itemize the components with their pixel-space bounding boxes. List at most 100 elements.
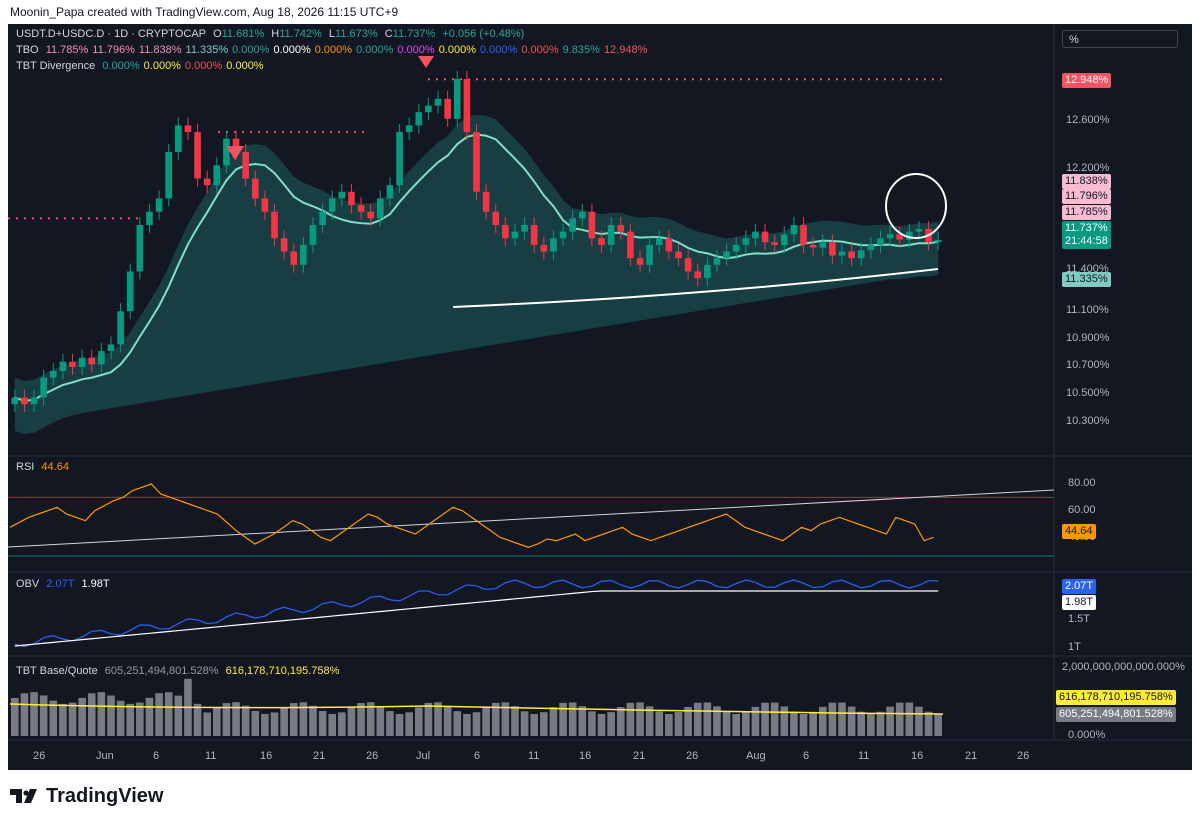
candle bbox=[780, 234, 788, 245]
price-tick: 12.600% bbox=[1066, 114, 1110, 126]
candle bbox=[107, 344, 115, 352]
tbt-base-bar bbox=[453, 711, 462, 736]
divergence-legend-name[interactable]: TBT Divergence bbox=[16, 60, 96, 72]
candle bbox=[598, 238, 605, 245]
tbt-base-bar bbox=[376, 705, 385, 736]
candle bbox=[184, 125, 192, 133]
time-tick: 21 bbox=[313, 750, 326, 762]
tbt-base-bar bbox=[597, 713, 606, 736]
candle bbox=[453, 79, 461, 119]
tbt-base-bar bbox=[145, 697, 154, 736]
candle bbox=[280, 238, 288, 252]
candle bbox=[377, 198, 384, 219]
candle bbox=[338, 191, 346, 199]
tbt-base-bar bbox=[347, 707, 356, 736]
tbt-base-tick: 0.000% bbox=[1068, 729, 1106, 741]
tbt-base-bar bbox=[59, 703, 67, 736]
candle bbox=[829, 242, 836, 256]
candle bbox=[684, 258, 692, 272]
candle bbox=[30, 397, 38, 405]
candle bbox=[482, 191, 490, 212]
tbt-base-bar bbox=[626, 702, 635, 736]
obv-line bbox=[14, 579, 939, 648]
candle bbox=[11, 397, 19, 405]
symbol-name[interactable]: USDT.D+USDC.D · 1D · CRYPTOCAP bbox=[16, 28, 206, 40]
tbt-base-bar bbox=[799, 713, 808, 736]
candle bbox=[857, 250, 865, 259]
tbt-base-bar bbox=[578, 706, 587, 736]
tbt-base-bar bbox=[780, 706, 789, 736]
header-credit: Moonin_Papa created with TradingView.com… bbox=[10, 5, 399, 19]
support-annotation bbox=[452, 268, 939, 308]
time-tick: 26 bbox=[366, 750, 379, 762]
change-value: +0.056 (+0.48%) bbox=[442, 28, 525, 40]
tbt-base-bar bbox=[491, 702, 500, 736]
tbt-base-bar bbox=[251, 710, 260, 736]
obv-name[interactable]: OBV bbox=[16, 578, 40, 590]
tbt-base-bar bbox=[11, 698, 19, 736]
rsi-name[interactable]: RSI bbox=[16, 461, 35, 473]
candle bbox=[136, 225, 144, 272]
candle bbox=[694, 271, 702, 279]
chart-canvas[interactable] bbox=[8, 24, 1192, 770]
tbt-base-bar bbox=[328, 713, 337, 736]
tbt-base-bar bbox=[905, 702, 914, 736]
close-label: C bbox=[384, 28, 393, 40]
tbo-legend-name[interactable]: TBO bbox=[16, 44, 39, 56]
tbo-legend-value: 0.000% bbox=[438, 44, 476, 56]
candle bbox=[800, 225, 807, 245]
candle bbox=[194, 132, 201, 179]
time-tick: 11 bbox=[858, 750, 870, 762]
price-tag-last: 11.737% bbox=[1062, 221, 1111, 236]
obv-tag-2: 1.98T bbox=[1062, 595, 1097, 610]
obv-tag-1: 2.07T bbox=[1062, 579, 1097, 594]
price-tick: 10.300% bbox=[1066, 415, 1110, 427]
tbt-base-bar bbox=[809, 711, 817, 736]
tbt-base-bar bbox=[318, 711, 327, 736]
time-tick: 6 bbox=[153, 750, 160, 762]
candle bbox=[78, 357, 86, 368]
tbt-base-bar bbox=[530, 713, 539, 736]
candle bbox=[540, 244, 548, 252]
footer-brand-name: TradingView bbox=[46, 784, 164, 807]
tbt-base-bar bbox=[241, 705, 250, 736]
tbt-base-bar bbox=[549, 707, 558, 736]
tbt-base-bar bbox=[299, 702, 308, 736]
tbt-base-bar bbox=[703, 702, 712, 736]
candle bbox=[809, 244, 817, 248]
tbt-base-bar bbox=[674, 712, 683, 736]
candle bbox=[713, 258, 721, 265]
price-tick: 12.200% bbox=[1066, 162, 1110, 174]
candle bbox=[569, 218, 576, 232]
candle bbox=[367, 211, 375, 219]
time-tick: 26 bbox=[33, 750, 46, 762]
divergence-legend-value: 0.000% bbox=[226, 60, 264, 72]
tbo-legend-value: 0.000% bbox=[232, 44, 270, 56]
tbt-base-bar bbox=[684, 706, 692, 736]
tbo-legend-value: 0.000% bbox=[273, 44, 311, 56]
tbt-base-bar bbox=[164, 692, 173, 736]
tbt-base-value-2: 616,178,710,195.758% bbox=[225, 665, 340, 677]
tbt-base-bar bbox=[49, 700, 58, 736]
candle bbox=[704, 264, 711, 279]
percent-scale-button[interactable]: % bbox=[1062, 30, 1178, 48]
candle bbox=[69, 361, 76, 368]
tbt-base-bar bbox=[20, 693, 29, 736]
tbo-legend-value: 0.000% bbox=[480, 44, 518, 56]
candle bbox=[59, 361, 67, 371]
tbt-base-bar bbox=[876, 711, 885, 736]
tbt-base-bar bbox=[915, 706, 923, 736]
sell-signal-icon bbox=[226, 146, 244, 160]
rsi-tick: 80.00 bbox=[1068, 477, 1096, 489]
tbt-base-name[interactable]: TBT Base/Quote bbox=[16, 665, 98, 677]
candle bbox=[742, 238, 750, 245]
chart-area[interactable]: % USDT.D+USDC.D · 1D · CRYPTOCAP O11.681… bbox=[8, 24, 1192, 770]
candle bbox=[578, 211, 586, 219]
tbt-base-bar bbox=[616, 707, 625, 736]
tbt-base-bar bbox=[732, 713, 741, 736]
time-tick: 16 bbox=[579, 750, 592, 762]
tbt-base-bar bbox=[761, 702, 769, 736]
tbt-base-bar bbox=[39, 695, 48, 736]
time-tick: Jun bbox=[96, 750, 114, 762]
tbt-base-bar bbox=[107, 695, 115, 736]
